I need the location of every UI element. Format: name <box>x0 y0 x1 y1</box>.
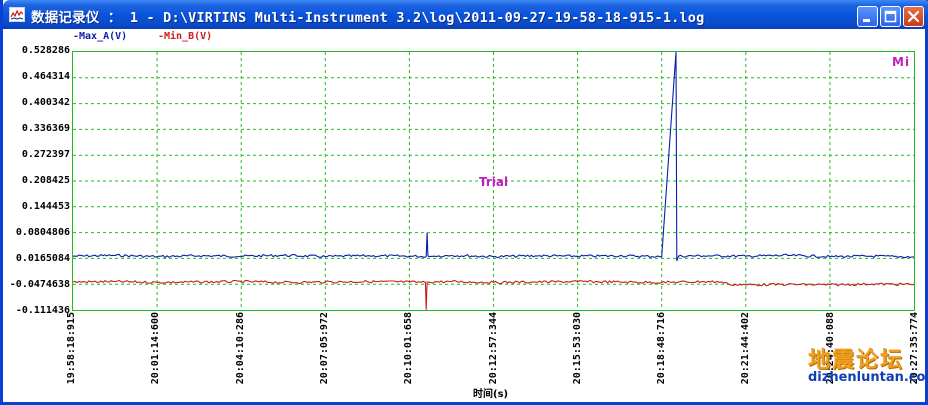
marker-label[interactable]: Mi <box>892 55 911 69</box>
minimize-button[interactable] <box>857 6 878 27</box>
series-line-min-b <box>73 279 914 310</box>
y-tick-label: 0.464314 <box>21 71 70 82</box>
y-tick-label: 0.400342 <box>21 97 70 108</box>
y-tick-label: 0.336369 <box>21 123 70 134</box>
series-line-max-a <box>73 52 914 262</box>
y-tick-label: 0.272397 <box>21 149 70 160</box>
maximize-button[interactable] <box>880 6 901 27</box>
title-bar[interactable]: 数据记录仪 ： 1 - D:\VIRTINS Multi-Instrument … <box>3 0 928 29</box>
plot-area[interactable] <box>72 51 915 311</box>
x-tick-label: 20:12:57:344 <box>487 312 499 385</box>
x-tick-label: 20:18:48:716 <box>656 312 668 385</box>
minimize-icon <box>863 19 870 22</box>
trial-label: Trial <box>479 175 509 189</box>
y-tick-label: 0.528286 <box>21 45 70 56</box>
y-tick-label: 0.0804806 <box>15 227 70 238</box>
window-title: 数据记录仪 ： 1 - D:\VIRTINS Multi-Instrument … <box>31 10 705 26</box>
y-tick-label: -0.0474638 <box>9 279 70 290</box>
close-button[interactable] <box>903 6 924 27</box>
x-tick-label: 20:21:44:402 <box>740 312 752 385</box>
watermark-logo: 地震论坛 <box>808 347 905 373</box>
x-tick-label: 20:01:14:600 <box>150 312 162 385</box>
watermark-url: dizhenluntan.com <box>808 370 928 385</box>
plot-canvas <box>73 52 914 310</box>
chart-app-icon[interactable] <box>9 7 25 22</box>
close-icon <box>907 10 920 23</box>
y-tick-label: 0.144453 <box>21 201 70 212</box>
legend-series-a: -Max_A(V) <box>73 31 128 42</box>
x-tick-label: 19:58:18:915 <box>66 312 77 385</box>
x-tick-label: 20:04:10:286 <box>234 312 246 385</box>
x-tick-label: 20:15:53:030 <box>571 312 583 385</box>
y-tick-label: -0.111436 <box>15 305 70 316</box>
x-axis-label: 时间(s) <box>473 389 509 400</box>
y-tick-label: 0.208425 <box>21 175 70 186</box>
maximize-icon <box>884 10 897 23</box>
y-tick-label: 0.0165084 <box>15 253 70 264</box>
x-tick-label: 20:10:01:658 <box>403 312 415 385</box>
legend-series-b: -Min_B(V) <box>158 31 213 42</box>
x-tick-label: 20:07:05:972 <box>318 312 330 385</box>
